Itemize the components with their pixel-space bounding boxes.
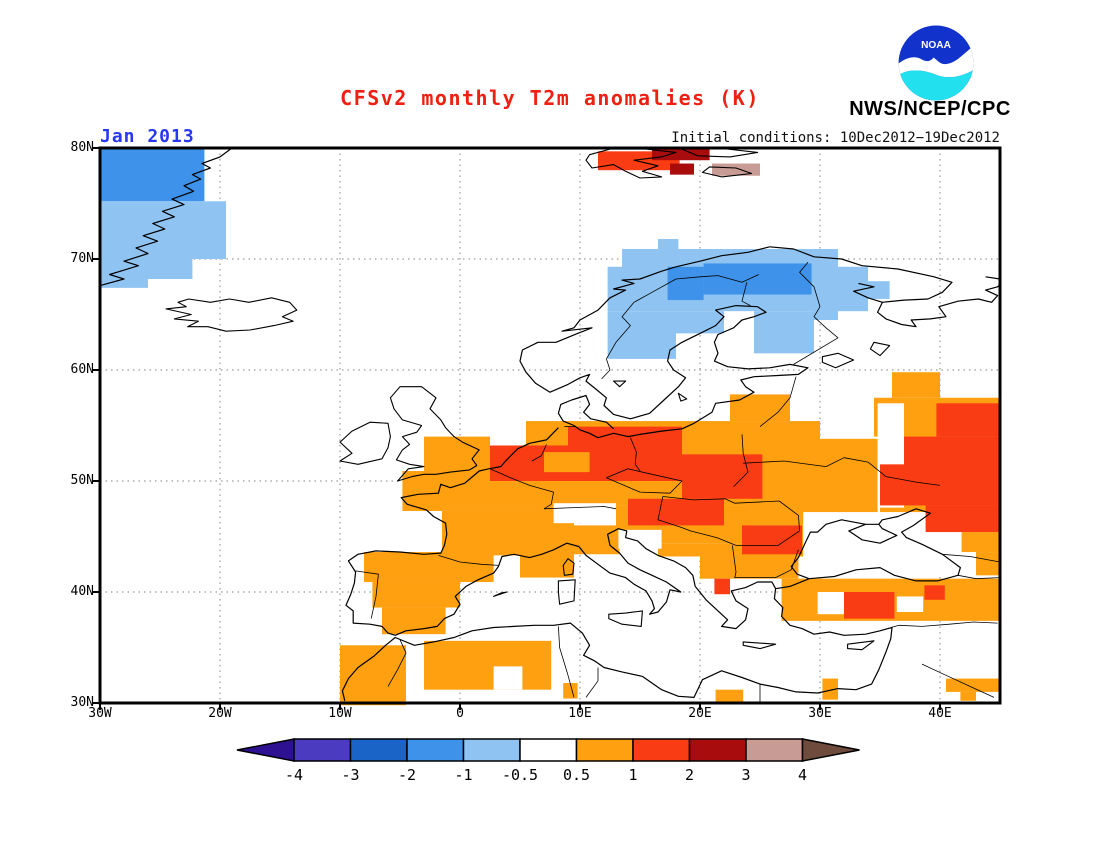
y-axis-label: 70N	[40, 251, 94, 267]
colorbar-arrow-left	[237, 739, 294, 761]
anomaly-cell-p1	[946, 679, 1000, 692]
anomaly-cell-p1	[520, 522, 574, 578]
anomaly-cell-w	[818, 592, 844, 614]
anomaly-cell-p1	[424, 437, 490, 473]
anomaly-cell-n1	[754, 311, 814, 353]
noaa-logo-icon: NOAA	[897, 24, 975, 102]
colorbar-segment	[351, 739, 408, 761]
colorbar-segment	[294, 739, 351, 761]
anomaly-cell-p3	[652, 148, 710, 160]
anomaly-cell-p1	[544, 452, 590, 472]
anomaly-cell-p1	[976, 552, 1000, 575]
anomaly-cell-n2	[668, 267, 704, 300]
y-axis-label: 40N	[40, 584, 94, 600]
anomaly-cell-p1	[730, 394, 790, 421]
anomaly-cell-p2	[926, 505, 1000, 532]
anomaly-cell-p2	[682, 454, 762, 498]
anomaly-cell-p1	[340, 645, 406, 705]
anomaly-cell-n1	[608, 311, 676, 359]
y-axis-label: 80N	[40, 140, 94, 156]
x-axis-label: 0	[430, 706, 490, 722]
x-axis-label: 10W	[310, 706, 370, 722]
colorbar-tick-label: -1	[454, 766, 472, 784]
anomaly-cell-p2	[714, 579, 730, 595]
anomaly-cell-p4	[712, 164, 760, 176]
colorbar-segment	[520, 739, 577, 761]
anomaly-cell-p2	[844, 592, 894, 619]
x-axis-label: 30W	[70, 706, 130, 722]
colorbar-tick-label: 3	[741, 766, 750, 784]
colorbar-segment	[577, 739, 634, 761]
colorbar-tick-label: 1	[628, 766, 637, 784]
anomaly-cell-p1	[424, 641, 551, 690]
anomaly-cell-w	[897, 596, 923, 612]
anomaly-cell-p1	[716, 690, 744, 702]
colorbar-tick-label: 0.5	[563, 766, 590, 784]
colorbar-tick-label: -3	[341, 766, 359, 784]
anomaly-cell-n1	[868, 281, 890, 299]
colorbar-arrow-right	[803, 739, 860, 761]
anomaly-cell-p1	[364, 552, 494, 582]
colorbar-segment	[464, 739, 521, 761]
anomaly-cell-p2	[924, 585, 944, 599]
anomaly-cell-p2	[880, 464, 1000, 505]
colorbar-segment	[746, 739, 803, 761]
anomaly-cell-w	[494, 666, 523, 689]
anomaly-cell-p1	[820, 439, 878, 514]
x-axis-label: 10E	[550, 706, 610, 722]
colorbar-segment	[633, 739, 690, 761]
anomaly-cell-p1	[892, 372, 940, 398]
y-axis-label: 60N	[40, 362, 94, 378]
anomaly-map	[92, 140, 1008, 711]
colorbar-tick-label: -0.5	[502, 766, 538, 784]
anomaly-cell-p3	[670, 164, 694, 175]
colorbar-tick-label: -2	[398, 766, 416, 784]
colorbar-tick-label: -4	[285, 766, 303, 784]
colorbar: -4 -3 -2 -1 -0.5 0.5 1 2 3 4	[235, 736, 875, 786]
anomaly-cell-w	[618, 530, 661, 549]
page: CFSv2 monthly T2m anomalies (K) NOAA NWS…	[0, 0, 1100, 850]
y-axis-label: 50N	[40, 473, 94, 489]
anomaly-cell-p1	[700, 556, 798, 578]
anomaly-cell-p1	[960, 692, 976, 701]
noaa-logo-text: NOAA	[921, 40, 951, 51]
anomaly-cell-p2	[628, 499, 724, 526]
anomaly-cell-n2	[704, 263, 812, 294]
x-axis-label: 20W	[190, 706, 250, 722]
colorbar-tick-label: 2	[685, 766, 694, 784]
x-axis-label: 30E	[790, 706, 850, 722]
anomaly-cell-p2	[936, 403, 1000, 436]
anomaly-cell-p2	[742, 525, 802, 554]
agency-label: NWS/NCEP/CPC	[835, 98, 1025, 121]
anomaly-cell-n1	[676, 311, 724, 333]
anomaly-cell-n1	[658, 239, 678, 249]
colorbar-segment	[407, 739, 464, 761]
colorbar-tick-label: 4	[798, 766, 807, 784]
anomaly-cell-w	[554, 503, 616, 523]
x-axis-label: 40E	[910, 706, 970, 722]
x-axis-label: 20E	[670, 706, 730, 722]
colorbar-segment	[690, 739, 747, 761]
anomaly-cell-p1	[372, 582, 460, 608]
